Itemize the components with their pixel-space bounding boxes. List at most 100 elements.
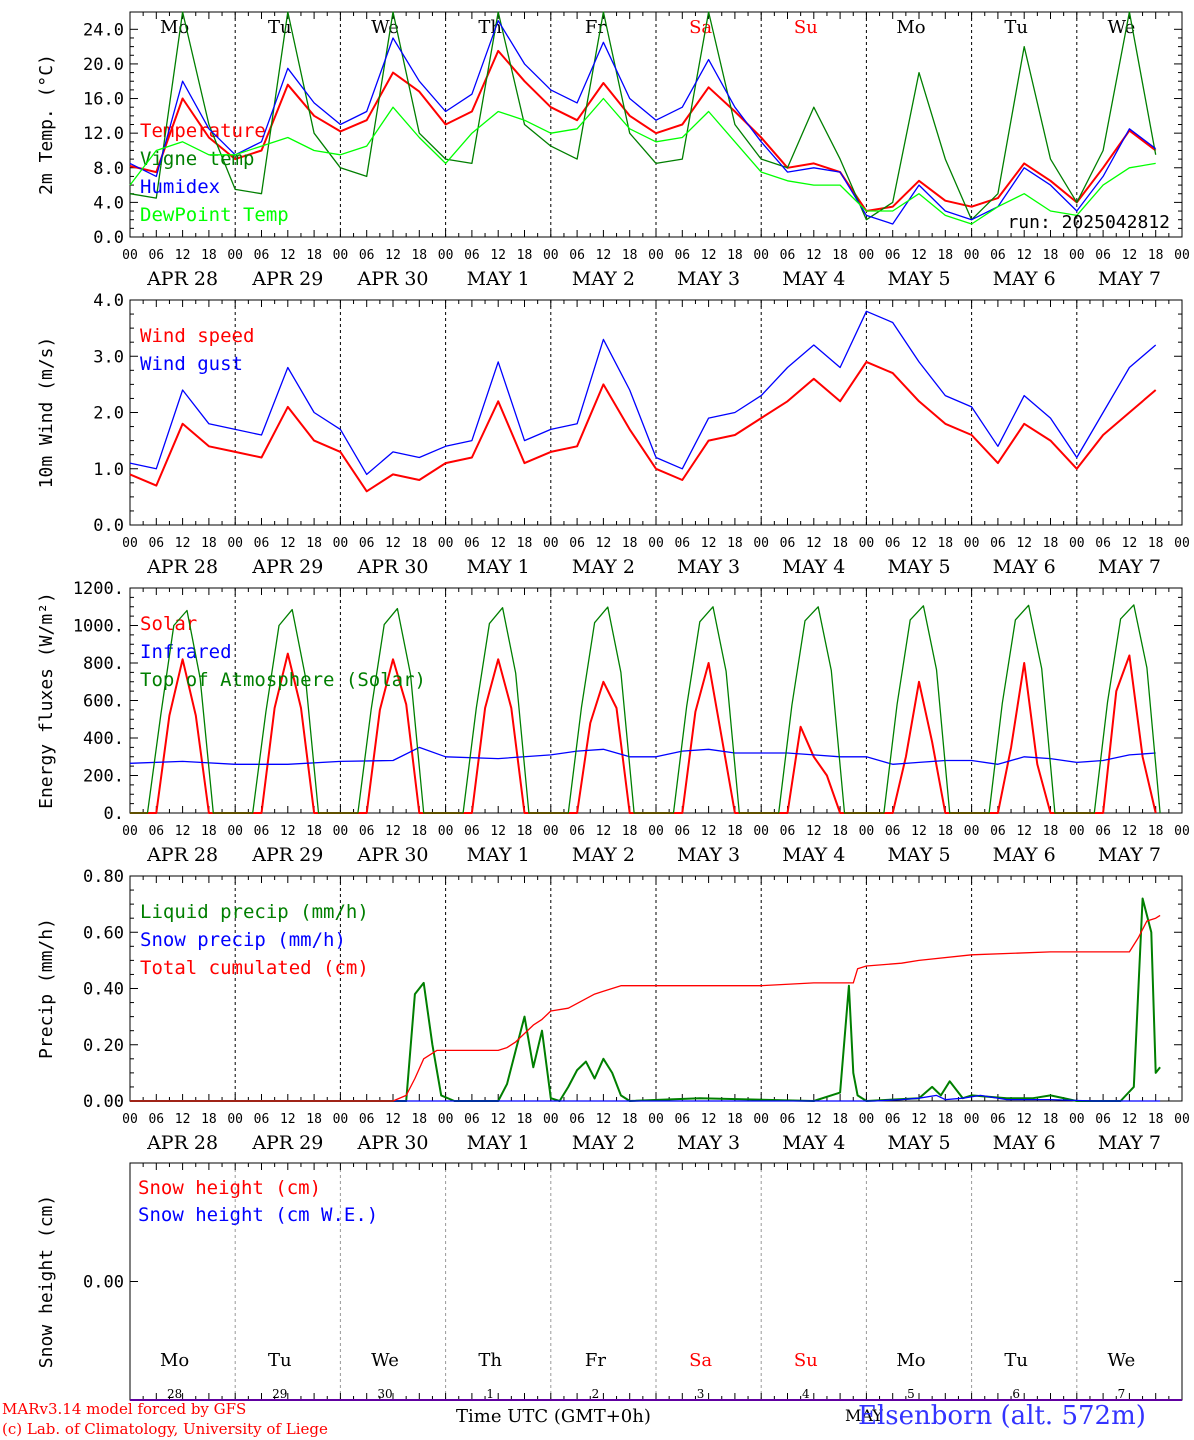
date-label: MAY 4 [782,268,845,290]
hour-tick-label: 00 [1174,1112,1190,1127]
series-line-1 [129,746,1156,765]
day-abbrev: Su [794,17,818,38]
day-abbrev: Tu [268,1350,292,1371]
y-tick-label: 0.80 [83,867,124,887]
day-abbrev: Sa [689,1350,712,1371]
hour-tick-label: 00 [964,248,980,263]
hour-tick-label: 06 [254,248,270,263]
hour-tick-label: 00 [122,1112,138,1127]
date-label: APR 30 [356,556,428,578]
hour-tick-label: 00 [438,248,454,263]
day-abbrev: Fr [585,17,606,38]
hour-tick-label: 12 [490,536,506,551]
hour-tick-label: 18 [411,248,427,263]
hour-tick-label: 18 [1043,536,1059,551]
hour-tick-label: 06 [674,1112,690,1127]
hour-tick-label: 06 [990,536,1006,551]
y-tick-label: 0.20 [83,1036,124,1056]
day-abbrev: Su [794,1350,818,1371]
series-line-0 [129,360,1157,493]
y-tick-label: 4.0 [93,193,124,213]
hour-tick-label: 00 [648,536,664,551]
legend-label: DewPoint Temp [140,204,289,226]
y-axis-title: Energy fluxes (W/m²) [36,592,57,809]
hour-tick-label: 12 [175,248,191,263]
hour-tick-label: 18 [201,824,217,839]
hour-tick-label: 06 [1095,248,1111,263]
day-abbrev: Mo [160,1350,189,1371]
hour-tick-label: 18 [832,824,848,839]
day-abbrev: Th [478,17,502,38]
hour-tick-label: 06 [569,536,585,551]
hour-tick-label: 18 [1043,1112,1059,1127]
date-label: MAY 5 [887,556,950,578]
hour-tick-label: 12 [175,536,191,551]
y-tick-label: 0.0 [93,516,124,536]
hour-tick-label: 18 [622,536,638,551]
hour-tick-label: 00 [543,1112,559,1127]
hour-tick-label: 12 [1016,536,1032,551]
date-label: MAY 3 [677,844,740,866]
hour-tick-label: 12 [385,248,401,263]
hour-tick-label: 06 [1095,536,1111,551]
day-number: 4 [802,1387,810,1401]
series-line-2 [130,604,1161,814]
date-label: APR 28 [146,556,218,578]
hour-tick-label: 12 [701,824,717,839]
legend-label: Solar [140,613,197,635]
hour-tick-label: 06 [464,1112,480,1127]
y-tick-label: 0.0 [93,228,124,248]
hour-tick-label: 12 [490,824,506,839]
date-label: APR 28 [146,1132,218,1154]
hour-tick-label: 12 [280,248,296,263]
legend-label: Vigne temp [140,148,254,170]
panel-2: 0. 200. 400. 600. 800. 1000. 1200. Energy fluxe… [36,579,1190,866]
hour-tick-label: 18 [832,1112,848,1127]
hour-tick-label: 18 [832,536,848,551]
date-label: APR 28 [146,268,218,290]
date-label: APR 29 [251,556,323,578]
hour-tick-label: 12 [1122,824,1138,839]
legend-label: Infrared [140,641,232,663]
hour-tick-label: 00 [333,824,349,839]
series-line-2 [130,914,1161,1102]
hour-tick-label: 12 [596,536,612,551]
hour-tick-label: 12 [806,248,822,263]
y-tick-label: 1.0 [93,460,124,480]
day-abbrev: Mo [160,17,189,38]
date-label: MAY 6 [993,844,1056,866]
hour-tick-label: 00 [1069,248,1085,263]
hour-tick-label: 00 [438,824,454,839]
y-tick-label: 0.60 [83,923,124,943]
hour-tick-label: 00 [753,824,769,839]
hour-tick-label: 12 [596,248,612,263]
legend-label: Temperature [140,120,266,142]
hour-tick-label: 18 [727,824,743,839]
hour-tick-label: 06 [885,248,901,263]
hour-tick-label: 00 [227,248,243,263]
date-label: MAY 6 [993,268,1056,290]
date-label: MAY 7 [1098,1132,1161,1154]
hour-tick-label: 00 [227,1112,243,1127]
date-label: APR 29 [251,844,323,866]
y-tick-label: 400. [83,729,124,749]
date-label: APR 30 [356,268,428,290]
date-label: MAY 6 [993,556,1056,578]
hour-tick-label: 00 [964,536,980,551]
day-abbrev: Tu [1004,17,1028,38]
hour-tick-label: 06 [780,824,796,839]
y-tick-label: 200. [83,767,124,787]
hour-tick-label: 06 [254,536,270,551]
hour-tick-label: 00 [438,1112,454,1127]
hour-tick-label: 12 [911,248,927,263]
hour-tick-label: 00 [964,824,980,839]
y-tick-label: 0.40 [83,980,124,1000]
hour-tick-label: 18 [1148,824,1164,839]
date-label: MAY 2 [572,1132,635,1154]
hour-tick-label: 18 [306,536,322,551]
hour-tick-label: 00 [753,248,769,263]
hour-tick-label: 06 [359,248,375,263]
panel-3: 0.00 0.20 0.40 0.60 0.80 Precip (mm/h) 00 06 12 1… [36,867,1190,1154]
hour-tick-label: 18 [1043,248,1059,263]
